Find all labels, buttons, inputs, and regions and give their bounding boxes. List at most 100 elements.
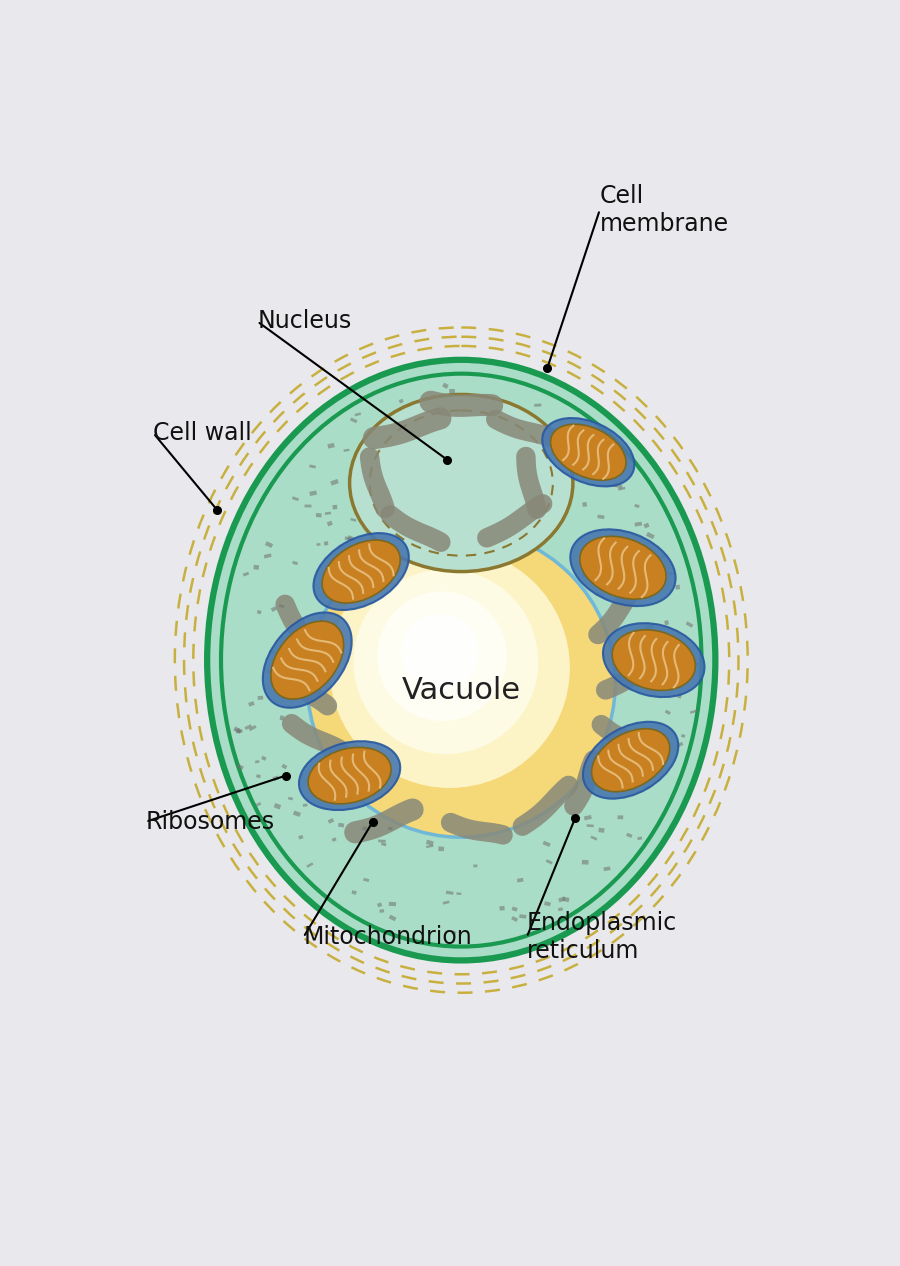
Bar [328,789,334,794]
Bar [269,651,275,653]
Bar [292,810,301,817]
Bar [389,901,396,906]
Bar [544,901,551,906]
Bar [378,839,386,843]
Bar [388,827,392,830]
Bar [600,544,606,549]
Text: Cell wall: Cell wall [153,422,252,444]
Bar [650,584,654,589]
Bar [578,427,584,433]
Bar [338,823,345,828]
Bar [623,675,627,679]
Bar [681,734,686,738]
Bar [279,604,284,608]
Bar [355,413,361,417]
Ellipse shape [551,424,626,480]
Ellipse shape [542,418,634,486]
Bar [344,448,349,452]
Ellipse shape [583,722,679,799]
Bar [637,837,643,841]
Bar [582,501,587,506]
Bar [545,860,553,865]
Bar [316,513,321,518]
Bar [449,389,454,394]
Bar [256,610,262,614]
Bar [238,729,243,733]
Bar [377,903,382,908]
Bar [288,796,293,800]
Bar [282,763,287,770]
Bar [332,505,338,510]
Bar [264,553,272,558]
Ellipse shape [580,537,666,599]
Bar [642,592,648,598]
Bar [256,803,261,806]
Bar [399,399,404,404]
Bar [511,906,517,912]
Bar [292,561,298,566]
Bar [587,824,594,827]
Bar [534,912,540,915]
Bar [644,774,650,777]
Bar [306,862,313,868]
Bar [593,454,599,458]
Bar [676,742,683,747]
Bar [381,842,387,847]
Bar [243,572,249,576]
Bar [596,592,605,598]
Bar [442,382,449,389]
Bar [669,571,675,576]
Bar [328,443,335,448]
Ellipse shape [401,614,478,691]
Bar [558,908,563,912]
Bar [588,458,592,461]
Bar [350,518,356,522]
Bar [362,825,367,830]
Bar [350,418,357,423]
Bar [637,765,645,771]
Bar [517,877,524,882]
Bar [293,629,298,634]
Bar [581,860,589,865]
Bar [641,656,646,660]
Ellipse shape [571,529,676,606]
Bar [438,847,444,851]
Bar [664,620,669,625]
Bar [618,486,626,491]
Bar [389,914,397,922]
Bar [290,667,295,672]
Bar [644,786,650,790]
Bar [500,906,505,910]
Bar [626,833,633,838]
Bar [598,514,605,519]
Bar [658,667,664,672]
Bar [617,815,623,819]
Bar [254,565,259,570]
Ellipse shape [603,623,705,698]
Bar [309,465,316,468]
Bar [261,756,266,761]
Bar [639,590,646,596]
Bar [584,815,592,820]
Ellipse shape [307,529,616,837]
Bar [666,677,674,682]
Bar [677,694,682,699]
Bar [661,555,666,558]
Bar [582,572,590,577]
Bar [443,900,450,905]
Text: Endoplasmic
reticulum: Endoplasmic reticulum [526,912,677,963]
Bar [543,841,551,847]
Bar [236,763,244,771]
Bar [328,818,334,824]
Ellipse shape [322,541,400,603]
Bar [327,520,333,527]
Bar [589,782,596,787]
Bar [317,543,320,546]
Bar [328,576,335,581]
Bar [473,865,477,867]
Bar [233,727,242,734]
Ellipse shape [377,591,507,720]
Bar [452,931,456,936]
Bar [298,834,303,839]
Bar [558,896,565,903]
